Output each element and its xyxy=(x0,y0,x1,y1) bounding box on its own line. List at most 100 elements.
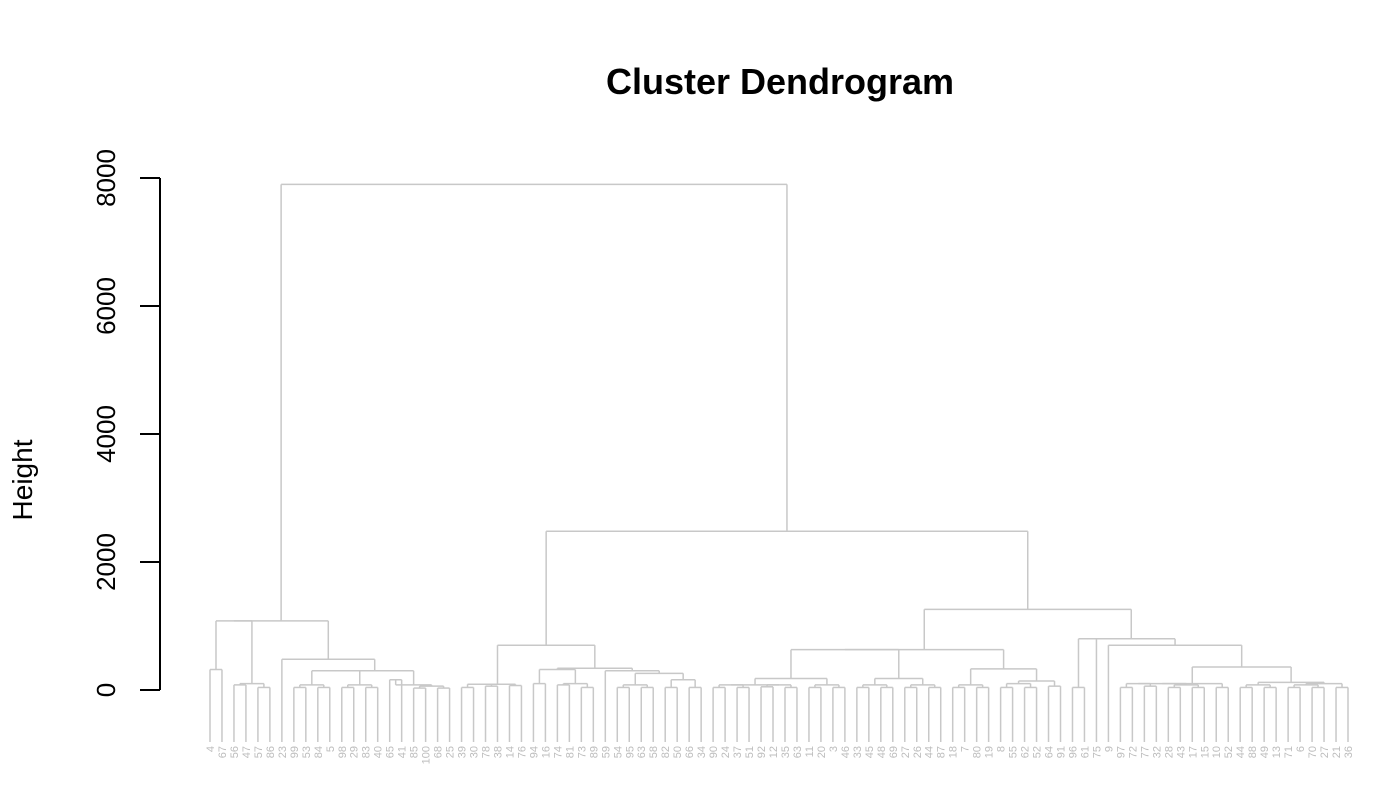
leaf-label: 33 xyxy=(852,746,864,758)
leaf-label: 11 xyxy=(804,746,816,757)
leaf-label: 69 xyxy=(888,746,900,758)
leaf-label: 16 xyxy=(540,746,552,758)
leaf-label: 23 xyxy=(277,746,289,758)
leaf-label: 35 xyxy=(780,746,792,758)
leaf-label: 67 xyxy=(217,746,229,758)
leaf-label: 98 xyxy=(337,746,349,758)
leaf-label: 81 xyxy=(564,746,576,758)
leaf-labels: 4 67 56 47 57 86 23 99 53 84 5 98 29 83 40 65 41 85 100 68 2… xyxy=(205,746,1355,764)
leaf-label: 24 xyxy=(720,746,732,758)
leaf-label: 46 xyxy=(840,746,852,758)
leaf-label: 13 xyxy=(1271,746,1283,758)
leaf-label: 19 xyxy=(984,746,996,758)
leaf-label: 88 xyxy=(1247,746,1259,758)
leaf-label: 82 xyxy=(660,746,672,758)
dendrogram-branches xyxy=(209,183,1349,742)
leaf-label: 48 xyxy=(876,746,888,758)
leaf-label: 29 xyxy=(349,746,361,758)
leaf-label: 12 xyxy=(768,746,780,758)
leaf-label: 84 xyxy=(313,746,325,758)
leaf-label: 95 xyxy=(624,746,636,758)
leaf-label: 21 xyxy=(1331,746,1343,758)
leaf-label: 58 xyxy=(648,746,660,758)
leaf-label: 45 xyxy=(864,746,876,758)
leaf-label: 85 xyxy=(409,746,421,758)
leaf-label: 92 xyxy=(756,746,768,758)
leaf-label: 63 xyxy=(792,746,804,758)
y-tick-label: 0 xyxy=(91,683,121,697)
y-tick-label: 8000 xyxy=(91,149,121,207)
leaf-label: 71 xyxy=(1283,746,1295,758)
leaf-label: 39 xyxy=(457,746,469,758)
leaf-label: 86 xyxy=(265,746,277,758)
leaf-label: 53 xyxy=(301,746,313,758)
leaf-label: 40 xyxy=(373,746,385,758)
leaf-label: 6 xyxy=(1295,746,1307,752)
y-axis: 0 2000 4000 6000 8000 xyxy=(91,149,161,697)
leaf-label: 10 xyxy=(1211,746,1223,758)
leaf-label: 91 xyxy=(1056,746,1068,758)
leaf-label: 83 xyxy=(361,746,373,758)
leaf-label: 87 xyxy=(936,746,948,758)
leaf-label: 55 xyxy=(1008,746,1020,758)
leaf-label: 43 xyxy=(1175,746,1187,758)
leaf-label: 28 xyxy=(1163,746,1175,758)
leaf-label: 56 xyxy=(229,746,241,758)
leaf-label: 25 xyxy=(445,746,457,758)
y-tick-label: 2000 xyxy=(91,533,121,591)
leaf-label: 3 xyxy=(828,746,840,752)
leaf-label: 89 xyxy=(588,746,600,758)
leaf-label: 8 xyxy=(996,746,1008,752)
leaf-label: 49 xyxy=(1259,746,1271,758)
chart-title: Cluster Dendrogram xyxy=(606,61,954,102)
leaf-label: 34 xyxy=(696,746,708,758)
leaf-label: 7 xyxy=(960,746,972,752)
leaf-label: 50 xyxy=(672,746,684,758)
leaf-label: 36 xyxy=(1343,746,1355,758)
leaf-label: 62 xyxy=(1020,746,1032,758)
leaf-label: 52 xyxy=(1032,746,1044,758)
leaf-label: 38 xyxy=(492,746,504,758)
leaf-label: 72 xyxy=(1127,746,1139,758)
leaf-label: 5 xyxy=(325,746,337,752)
leaf-label: 97 xyxy=(1115,746,1127,758)
leaf-label: 4 xyxy=(205,746,217,752)
y-tick-label: 6000 xyxy=(91,277,121,335)
leaf-label: 80 xyxy=(972,746,984,758)
leaf-label: 15 xyxy=(1199,746,1211,758)
leaf-label: 14 xyxy=(504,746,516,758)
leaf-label: 100 xyxy=(421,746,433,764)
leaf-label: 27 xyxy=(1319,746,1331,758)
leaf-label: 52 xyxy=(1223,746,1235,758)
leaf-label: 32 xyxy=(1151,746,1163,758)
leaf-label: 18 xyxy=(948,746,960,758)
leaf-label: 17 xyxy=(1187,746,1199,758)
y-tick-label: 4000 xyxy=(91,405,121,463)
leaf-label: 74 xyxy=(552,746,564,758)
leaf-label: 30 xyxy=(469,746,481,758)
leaf-label: 99 xyxy=(289,746,301,758)
leaf-label: 70 xyxy=(1307,746,1319,758)
leaf-label: 27 xyxy=(900,746,912,758)
y-axis-label: Height xyxy=(7,439,38,520)
leaf-label: 51 xyxy=(744,746,756,758)
leaf-label: 96 xyxy=(1067,746,1079,758)
leaf-label: 66 xyxy=(684,746,696,758)
leaf-label: 94 xyxy=(528,746,540,758)
leaf-label: 47 xyxy=(241,746,253,758)
leaf-label: 44 xyxy=(924,746,936,758)
leaf-label: 63 xyxy=(636,746,648,758)
leaf-label: 57 xyxy=(253,746,265,758)
leaf-label: 73 xyxy=(576,746,588,758)
leaf-label: 78 xyxy=(481,746,493,758)
leaf-label: 59 xyxy=(600,746,612,758)
leaf-label: 54 xyxy=(612,746,624,758)
leaf-label: 75 xyxy=(1091,746,1103,758)
leaf-label: 68 xyxy=(433,746,445,758)
leaf-label: 65 xyxy=(385,746,397,758)
leaf-label: 77 xyxy=(1139,746,1151,758)
leaf-label: 44 xyxy=(1235,746,1247,758)
leaf-label: 64 xyxy=(1044,746,1056,758)
leaf-label: 26 xyxy=(912,746,924,758)
